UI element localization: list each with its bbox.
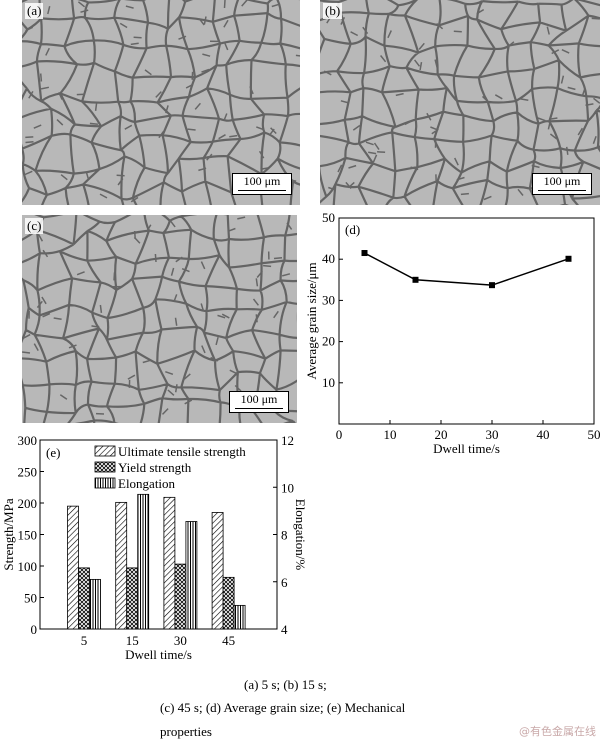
legend-swatch — [94, 477, 116, 489]
bar-crosshatch — [126, 567, 139, 630]
y-tick-label: 10 — [322, 375, 335, 390]
caption-line-1: (a) 5 s; (b) 15 s; — [244, 677, 327, 692]
grain-size-chart: 0 10 20 30 40 50 10 20 30 40 50 Dwell time/s Average… — [304, 210, 600, 456]
bar-vertical — [137, 493, 150, 630]
bar-vertical — [89, 578, 101, 630]
grain-boundaries — [320, 0, 600, 205]
micrograph-a: (a) 100 μm — [22, 0, 300, 205]
y-tick-label: 100 — [18, 559, 38, 574]
legend-label: Ultimate tensile strength — [118, 444, 246, 459]
y-axis-label: Average grain size/μm — [304, 262, 319, 379]
y-tick-label: 300 — [18, 433, 38, 448]
bar-diagonal — [115, 501, 128, 630]
caption-line-3: properties — [160, 724, 212, 739]
x-tick-label: 30 — [174, 633, 187, 648]
caption-line-2: (c) 45 s; (d) Average grain size; (e) Me… — [160, 700, 406, 715]
panel-label-c: (c) — [25, 218, 44, 234]
grain-boundaries — [22, 215, 297, 423]
y-tick-label: 250 — [18, 465, 38, 480]
legend-label: Elongation — [118, 476, 176, 491]
scale-bar-label: 100 μm — [243, 174, 281, 188]
micrograph-b: (b) 100 μm — [320, 0, 600, 205]
scale-bar-label: 100 μm — [543, 174, 581, 188]
y2-tick-label: 6 — [281, 575, 288, 590]
x-tick-label: 10 — [384, 427, 397, 442]
y2-tick-label: 8 — [281, 528, 288, 543]
x-tick-label: 40 — [537, 427, 550, 442]
scale-bar: 100 μm — [229, 391, 289, 413]
x-tick-label: 20 — [435, 427, 448, 442]
scale-bar-label: 100 μm — [240, 392, 278, 406]
panel-label-d: (d) — [345, 222, 360, 237]
microstructure-image — [22, 215, 297, 423]
panel-label-e: (e) — [46, 445, 60, 460]
eutectic-phase — [323, 8, 600, 201]
data-point — [489, 282, 495, 289]
x-axis-label: Dwell time/s — [433, 441, 500, 456]
micrograph-c: (c) 100 μm — [22, 215, 297, 423]
scale-bar: 100 μm — [532, 173, 592, 195]
legend-swatch — [94, 461, 116, 473]
eutectic-phase — [22, 216, 293, 415]
x-axis-label: Dwell time/s — [125, 647, 192, 662]
legend-swatch — [94, 445, 116, 457]
y-tick-label: 0 — [31, 622, 38, 637]
microstructure-image — [22, 0, 300, 205]
y2-axis-label: Elongation/% — [293, 499, 308, 571]
data-point — [565, 255, 572, 262]
x-tick-label: 0 — [336, 427, 343, 442]
y-axis-label: Strength/MPa — [1, 498, 16, 570]
bar-diagonal — [163, 496, 176, 630]
y2-tick-label: 12 — [281, 433, 294, 448]
bar-diagonal — [67, 505, 79, 630]
x-tick-label: 15 — [126, 633, 139, 648]
x-tick-label: 50 — [588, 427, 600, 442]
x-tick-label: 5 — [81, 633, 88, 648]
y-tick-label: 200 — [18, 496, 38, 511]
data-point — [412, 276, 419, 283]
y2-tick-label: 4 — [281, 622, 288, 637]
bar-diagonal — [211, 512, 224, 630]
bar-crosshatch — [174, 563, 187, 630]
bar-vertical — [233, 604, 246, 630]
x-tick-label: 45 — [222, 633, 235, 648]
y2-tick-label: 10 — [281, 480, 294, 495]
panel-label-b: (b) — [323, 3, 343, 19]
watermark: @有色金属在线 — [519, 725, 596, 738]
bar-vertical — [185, 521, 198, 630]
bar-crosshatch — [78, 567, 90, 630]
scale-bar: 100 μm — [232, 173, 292, 195]
y-tick-label: 150 — [18, 528, 38, 543]
legend-label: Yield strength — [118, 460, 192, 475]
x-tick-label: 30 — [486, 427, 499, 442]
mechanical-properties-chart: 0 50 100 150 200 250 300 4 6 8 10 12 5 15 30 45 Dwell ti… — [1, 433, 308, 662]
y-tick-label: 30 — [322, 292, 335, 307]
y-tick-label: 50 — [322, 210, 335, 225]
panel-label-a: (a) — [25, 3, 44, 19]
y-tick-label: 20 — [322, 334, 335, 349]
bar-crosshatch — [222, 576, 235, 630]
series-line — [364, 252, 569, 286]
y-tick-label: 50 — [24, 591, 37, 606]
y-tick-label: 40 — [322, 251, 335, 266]
microstructure-image — [320, 0, 600, 205]
grain-boundaries — [22, 0, 300, 205]
plot-frame — [338, 217, 595, 425]
data-point — [361, 250, 368, 257]
eutectic-phase — [24, 0, 300, 203]
